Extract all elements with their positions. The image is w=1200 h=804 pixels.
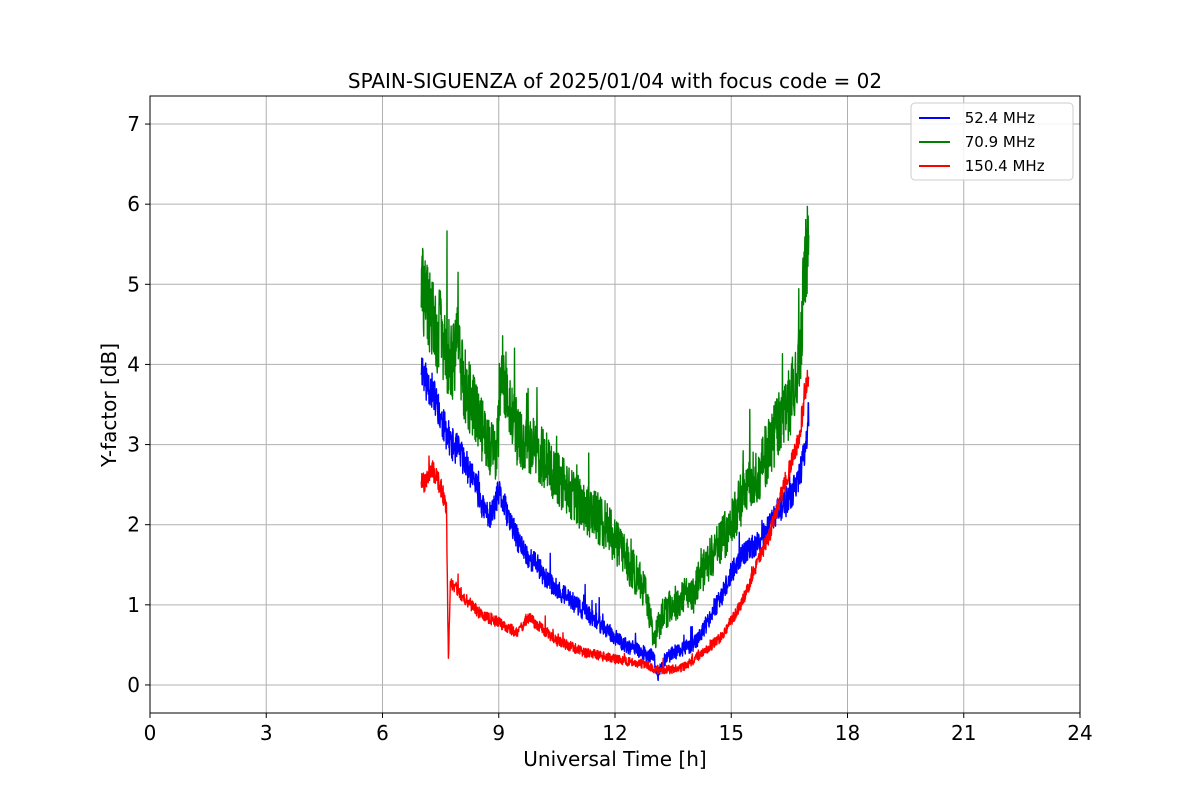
y-tick-label: 6 <box>127 192 140 216</box>
x-tick-label: 12 <box>602 721 627 745</box>
y-axis-label: Y-factor [dB] <box>97 343 121 468</box>
x-tick-label: 18 <box>835 721 860 745</box>
x-tick-label: 6 <box>376 721 389 745</box>
chart-title: SPAIN-SIGUENZA of 2025/01/04 with focus … <box>348 69 882 93</box>
x-tick-label: 0 <box>144 721 157 745</box>
y-tick-label: 2 <box>127 513 140 537</box>
y-tick-label: 1 <box>127 593 140 617</box>
y-tick-label: 7 <box>127 112 140 136</box>
series-line <box>420 357 810 682</box>
grid-layer <box>149 96 1081 713</box>
x-tick-label: 9 <box>492 721 505 745</box>
y-tick-label: 5 <box>127 272 140 296</box>
x-tick-label: 24 <box>1067 721 1092 745</box>
y-tick-label: 3 <box>127 433 140 457</box>
x-tick-label: 3 <box>260 721 273 745</box>
legend: 52.4 MHz 70.9 MHz 150.4 MHz <box>910 102 1074 181</box>
legend-items: 52.4 MHz 70.9 MHz 150.4 MHz <box>919 109 1045 175</box>
legend-label: 52.4 MHz <box>960 109 1035 127</box>
x-tick-label: 21 <box>951 721 976 745</box>
series-layer <box>420 205 810 682</box>
y-tick-label: 0 <box>127 673 140 697</box>
legend-label: 150.4 MHz <box>960 157 1045 175</box>
series-line <box>420 369 810 675</box>
y-tick-layer: 0 1 2 3 4 5 6 7 <box>127 112 150 697</box>
x-axis-label: Universal Time [h] <box>523 747 706 771</box>
y-tick-label: 4 <box>127 352 140 376</box>
legend-label: 70.9 MHz <box>960 133 1035 151</box>
x-tick-label: 15 <box>719 721 744 745</box>
legend-box <box>910 102 1074 181</box>
x-tick-layer: 0 3 6 9 12 15 18 21 24 <box>144 713 1093 745</box>
series-line <box>420 205 810 649</box>
